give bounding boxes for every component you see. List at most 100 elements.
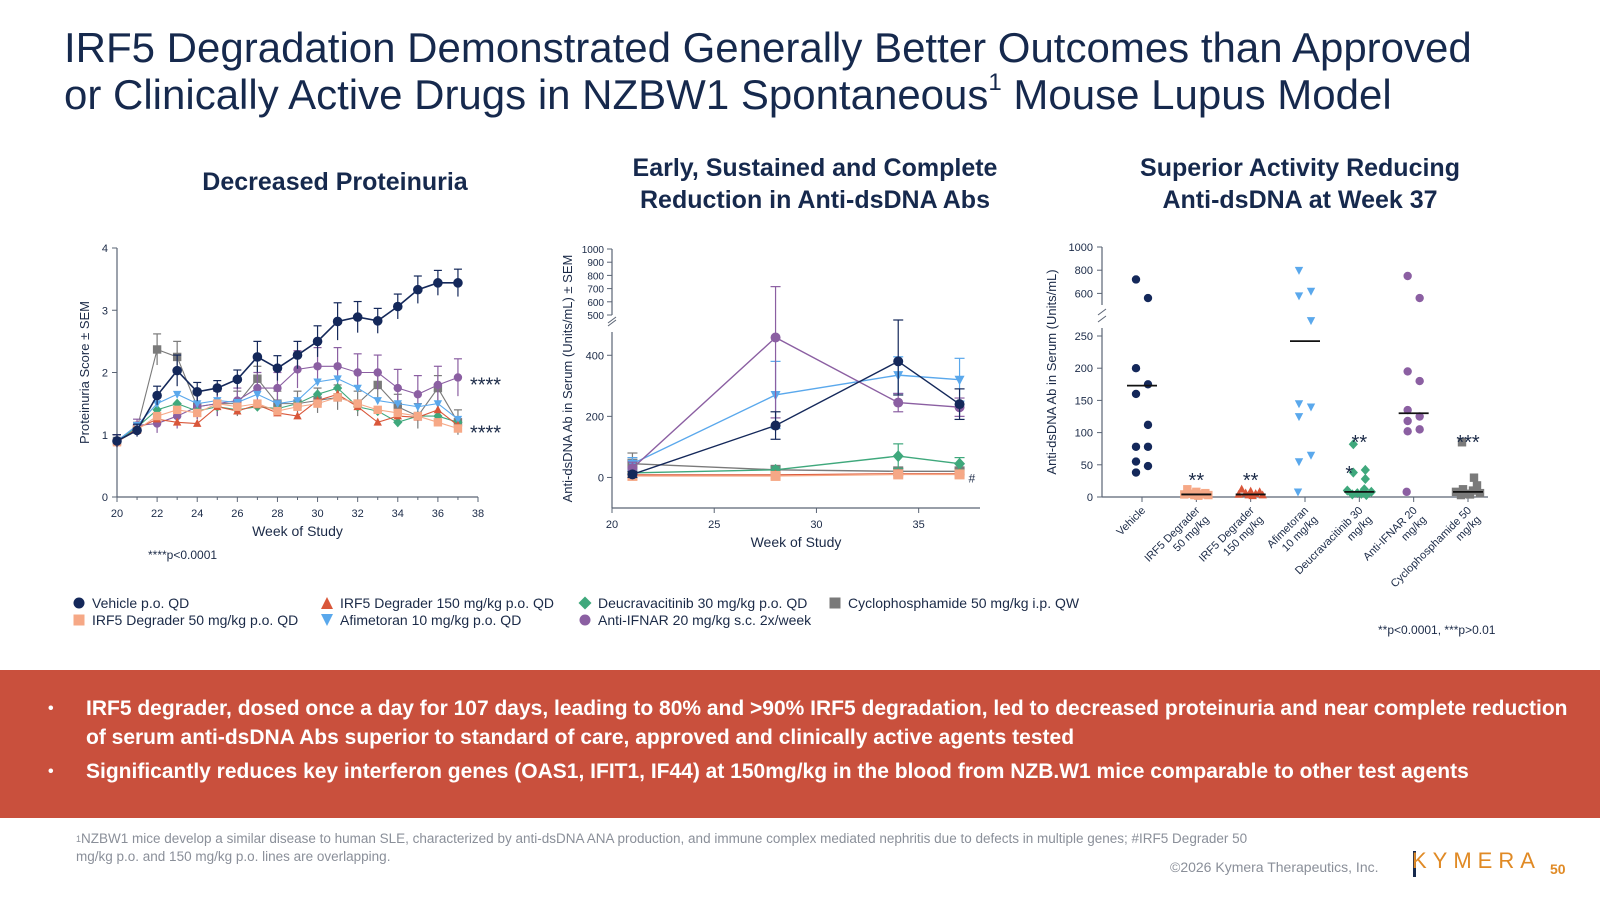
y-tick-label: 1000 (582, 245, 605, 256)
data-point (1403, 405, 1412, 415)
kymera-logo: KYMERA (1412, 848, 1541, 873)
series-line (116, 348, 459, 442)
data-point (292, 350, 303, 360)
title-line-2-end: Mouse Lupus Model (1001, 71, 1392, 118)
data-point (273, 383, 282, 393)
data-point (1131, 468, 1141, 477)
data-point (193, 408, 202, 418)
data-point (1131, 457, 1141, 466)
group-3: Afimetoran10 mg/kg (1265, 266, 1320, 554)
axis-break-mark (607, 316, 617, 324)
y-axis-label: Anti-dsDNA Ab in Serum (Units/mL) (1044, 269, 1059, 474)
x-tick-label: 30 (311, 508, 323, 520)
legend-label: Deucravacitinib 30 mg/kg p.o. QD (598, 595, 808, 611)
data-point (393, 417, 403, 428)
y-tick-label: 150 (1075, 395, 1093, 407)
chart-legend: Vehicle p.o. QD IRF5 Degrader 50 mg/kg p… (64, 594, 1114, 634)
takeaway-text: IRF5 degrader, dosed once a day for 107 … (86, 697, 1568, 749)
series-3 (627, 356, 965, 471)
data-point (453, 278, 463, 288)
y-tick-label: 0 (102, 492, 108, 504)
data-point (293, 365, 302, 374)
chart3-significance-note: **p<0.0001, ***p>0.01 (1378, 623, 1496, 637)
data-point (413, 390, 423, 399)
series-6 (112, 333, 463, 448)
data-point (1143, 380, 1153, 389)
data-point (252, 352, 263, 362)
chart3-title-line-2: Anti-dsDNA at Week 37 (1162, 186, 1438, 214)
page-number: 50 (1550, 861, 1566, 877)
x-tick-label: 35 (913, 519, 925, 531)
data-point (1403, 416, 1412, 426)
data-point (152, 345, 162, 354)
data-point (232, 374, 243, 385)
y-tick-label: 1 (102, 430, 108, 442)
data-point (172, 417, 182, 426)
legend-label: IRF5 Degrader 150 mg/kg p.o. QD (340, 595, 554, 611)
data-point (1131, 275, 1141, 284)
anti-dsdna-week37-scatter-chart: 0 50 100 150 200 250 600 800 1000 Anti-dsDNA Ab i… (1044, 242, 1488, 590)
chart2-title-line-1: Early, Sustained and Complete (632, 154, 998, 182)
category-label: IRF5 Degrader50 mg/kg (1143, 504, 1212, 573)
y-tick-label: 250 (1075, 331, 1093, 343)
data-point (1360, 473, 1370, 485)
title-superscript: 1 (988, 69, 1002, 96)
x-tick-label: 34 (392, 508, 404, 520)
x-tick-label: 28 (271, 508, 283, 520)
significance-marker: ** (1352, 432, 1368, 454)
data-point (253, 383, 262, 393)
x-axis-label: Week of Study (252, 523, 343, 539)
data-point (172, 405, 182, 415)
x-tick-label: 25 (708, 519, 720, 531)
y-tick-label: 200 (586, 411, 604, 423)
y-tick-label: 50 (1081, 460, 1093, 472)
copyright-notice: ©2026 Kymera Therapeutics, Inc. (1170, 859, 1379, 875)
category-label-line: Vehicle (1115, 505, 1149, 539)
data-point (1348, 439, 1358, 450)
group-0: Vehicle (1115, 275, 1157, 538)
data-point (1403, 271, 1412, 281)
legend-marker-square (829, 597, 841, 609)
x-tick-label: 26 (231, 508, 243, 520)
data-point (212, 383, 223, 393)
axis-break-mark (607, 319, 617, 327)
data-point (1306, 451, 1316, 460)
data-point (312, 336, 323, 347)
data-point (273, 400, 282, 409)
data-point (193, 418, 202, 427)
data-point (1131, 364, 1141, 373)
anti-dsdna-line-chart: 0 200 400 500 600 700 800 900 1000 20 25 30 35 Week o… (560, 245, 980, 550)
data-point (172, 365, 182, 376)
data-point (152, 404, 162, 415)
data-point (1143, 442, 1153, 451)
data-point (393, 408, 402, 418)
data-point (453, 373, 463, 382)
significance-marker: * (1345, 463, 1353, 485)
data-point (192, 386, 203, 397)
series-1 (112, 393, 463, 447)
slide-footnote: 1NZBW1 mice develop a similar disease to… (76, 830, 1256, 866)
data-point (373, 417, 382, 426)
logo-mark (1413, 851, 1416, 877)
data-point (333, 362, 342, 371)
data-point (353, 399, 362, 408)
title-line-2: or Clinically Active Drugs in NZBW1 Spon… (64, 71, 989, 118)
data-point (1402, 487, 1411, 497)
data-point (1457, 438, 1467, 447)
x-tick-label: 20 (606, 519, 618, 531)
data-point (770, 332, 781, 343)
significance-marker: *** (1456, 432, 1480, 454)
data-point (312, 389, 323, 400)
y-tick-label: 400 (586, 350, 604, 362)
chart3-title: Superior Activity Reducing Anti-dsDNA at… (1080, 152, 1520, 216)
data-point (1143, 420, 1153, 430)
data-point (373, 405, 382, 415)
data-point (1403, 427, 1412, 436)
data-point (893, 397, 904, 408)
data-point (1472, 481, 1482, 490)
y-axis-label: Proteinuria Score ± SEM (77, 301, 92, 444)
data-point (893, 356, 904, 367)
data-point (1237, 484, 1246, 493)
y-tick-label: 600 (1075, 288, 1093, 300)
series-line (116, 282, 458, 442)
